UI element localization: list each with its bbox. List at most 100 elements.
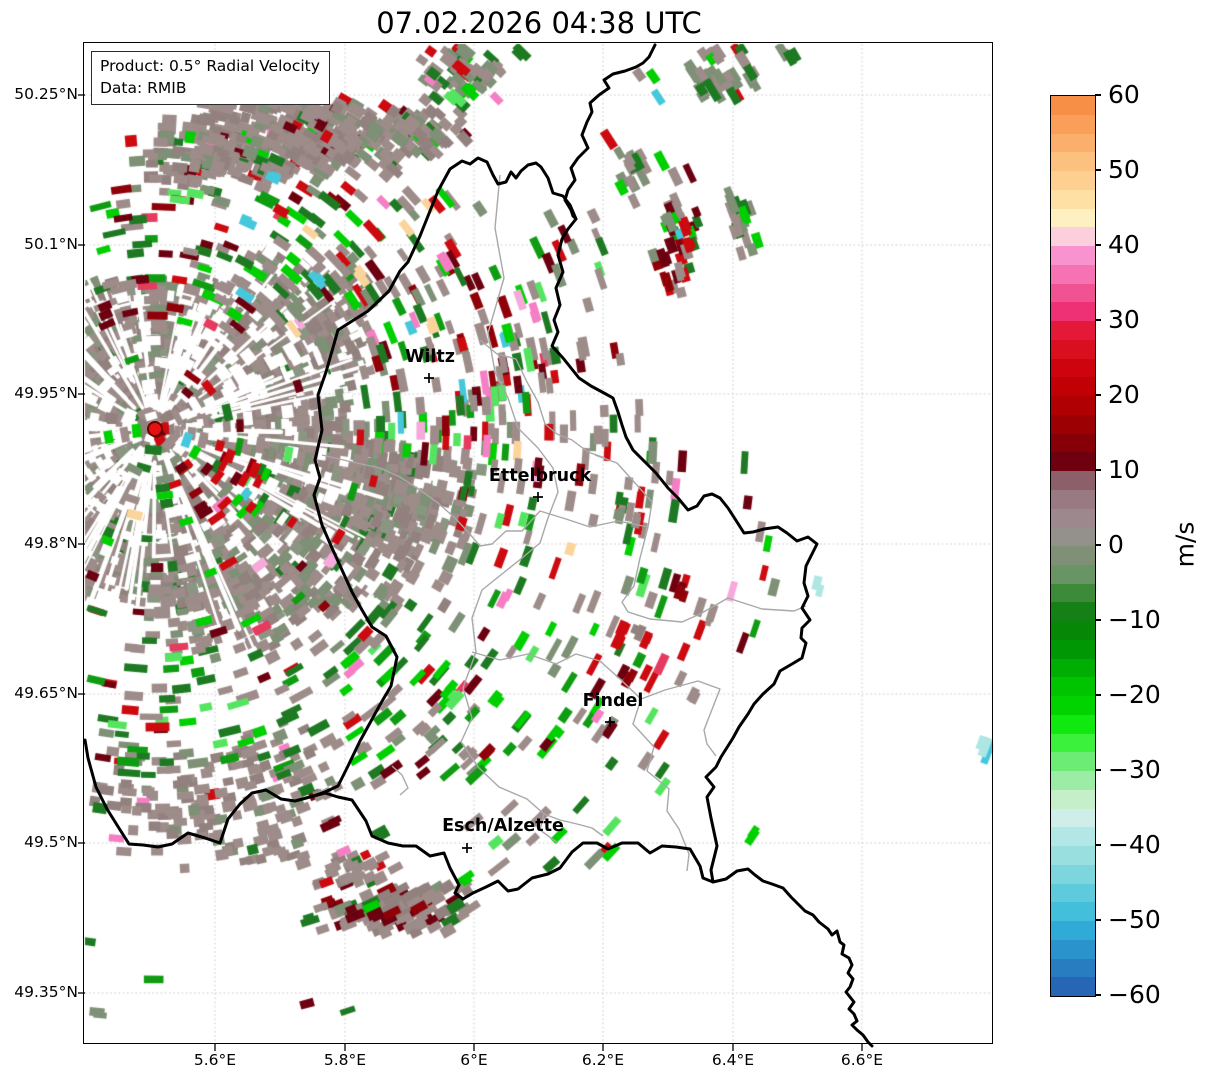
colorbar-band bbox=[1051, 489, 1095, 509]
colorbar-tick-label: −20 bbox=[1108, 680, 1161, 709]
colorbar-band bbox=[1051, 508, 1095, 528]
colorbar-band bbox=[1051, 302, 1095, 321]
colorbar-tick-mark bbox=[1095, 244, 1101, 246]
colorbar-band bbox=[1051, 602, 1095, 621]
colorbar-tick-mark bbox=[1095, 919, 1101, 921]
colorbar-tick-label: −30 bbox=[1108, 755, 1161, 784]
colorbar-band bbox=[1051, 114, 1095, 134]
district-border bbox=[391, 765, 409, 796]
colorbar-band bbox=[1051, 621, 1095, 640]
colorbar-tick-label: 30 bbox=[1108, 305, 1140, 334]
colorbar-band bbox=[1051, 714, 1095, 734]
colorbar-tick-mark bbox=[1095, 469, 1101, 471]
y-axis-tick-label: 49.95°N bbox=[14, 384, 78, 402]
colorbar-band bbox=[1051, 414, 1095, 434]
district-border bbox=[640, 680, 721, 757]
colorbar-tick-label: −40 bbox=[1108, 830, 1161, 859]
colorbar-tick-label: 60 bbox=[1108, 80, 1140, 109]
district-border bbox=[621, 526, 807, 623]
colorbar-tick-label: 40 bbox=[1108, 230, 1140, 259]
colorbar-band bbox=[1051, 133, 1095, 153]
colorbar-band bbox=[1051, 639, 1095, 659]
colorbar-band bbox=[1051, 808, 1095, 828]
colorbar-band bbox=[1051, 696, 1095, 715]
x-axis-tick-label: 6°E bbox=[460, 1051, 488, 1069]
colorbar-band bbox=[1051, 564, 1095, 584]
colorbar-band bbox=[1051, 846, 1095, 865]
city-label: Esch/Alzette bbox=[442, 816, 564, 836]
city-marker bbox=[424, 373, 434, 383]
colorbar-band bbox=[1051, 283, 1095, 303]
colorbar-band bbox=[1051, 264, 1095, 284]
colorbar-band bbox=[1051, 546, 1095, 565]
colorbar-tick-label: 10 bbox=[1108, 455, 1140, 484]
colorbar-tick-label: 20 bbox=[1108, 380, 1140, 409]
city-marker bbox=[605, 717, 615, 727]
city-label: Wiltz bbox=[405, 347, 455, 367]
colorbar-tick-mark bbox=[1095, 694, 1101, 696]
colorbar-tick-label: −60 bbox=[1108, 980, 1161, 1009]
x-axis-tick-label: 6.6°E bbox=[840, 1051, 884, 1069]
y-axis-tick-label: 50.1°N bbox=[24, 235, 78, 253]
x-axis-tick-label: 5.6°E bbox=[193, 1051, 237, 1069]
colorbar-band bbox=[1051, 452, 1095, 471]
data-source-label: Data: RMIB bbox=[100, 79, 187, 97]
colorbar-tick-mark bbox=[1095, 844, 1101, 846]
colorbar-band bbox=[1051, 189, 1095, 209]
colorbar-band bbox=[1051, 658, 1095, 678]
colorbar-tick-mark bbox=[1095, 394, 1101, 396]
city-label: Ettelbruck bbox=[489, 466, 592, 486]
x-axis-tick-label: 6.2°E bbox=[581, 1051, 625, 1069]
colorbar-band bbox=[1051, 827, 1095, 846]
colorbar-band bbox=[1051, 902, 1095, 921]
colorbar-band bbox=[1051, 958, 1095, 978]
colorbar-tick-mark bbox=[1095, 994, 1101, 996]
colorbar-tick-mark bbox=[1095, 319, 1101, 321]
district-border bbox=[594, 454, 653, 528]
colorbar-band bbox=[1051, 527, 1095, 546]
radar-site-marker bbox=[147, 421, 163, 437]
city-marker bbox=[533, 492, 543, 502]
colorbar-band bbox=[1051, 227, 1095, 246]
district-border bbox=[471, 651, 690, 872]
national-border bbox=[83, 738, 312, 849]
colorbar-band bbox=[1051, 208, 1095, 228]
colorbar-band bbox=[1051, 677, 1095, 696]
colorbar-tick-label: −50 bbox=[1108, 905, 1161, 934]
colorbar-band bbox=[1051, 396, 1095, 415]
colorbar-band bbox=[1051, 152, 1095, 171]
colorbar-tick-mark bbox=[1095, 769, 1101, 771]
national-border bbox=[563, 43, 657, 221]
luxembourg-border bbox=[308, 156, 819, 901]
colorbar-tick-mark bbox=[1095, 544, 1101, 546]
colorbar-tick-label: −10 bbox=[1108, 605, 1161, 634]
city-marker bbox=[462, 843, 472, 853]
colorbar-band bbox=[1051, 752, 1095, 771]
district-border bbox=[543, 813, 604, 837]
colorbar-tick-mark bbox=[1095, 169, 1101, 171]
colorbar-band bbox=[1051, 339, 1095, 359]
colorbar-band bbox=[1051, 246, 1095, 265]
colorbar-band bbox=[1051, 471, 1095, 490]
y-axis-tick-label: 49.35°N bbox=[14, 983, 78, 1001]
colorbar-band bbox=[1051, 733, 1095, 753]
x-axis-tick-label: 6.4°E bbox=[711, 1051, 755, 1069]
colorbar bbox=[1050, 95, 1096, 997]
colorbar-band bbox=[1051, 583, 1095, 603]
colorbar-band bbox=[1051, 377, 1095, 396]
colorbar-tick-label: 50 bbox=[1108, 155, 1140, 184]
colorbar-band bbox=[1051, 939, 1095, 959]
product-label: Product: 0.5° Radial Velocity bbox=[100, 57, 320, 75]
colorbar-band bbox=[1051, 883, 1095, 903]
colorbar-band bbox=[1051, 771, 1095, 790]
colorbar-band bbox=[1051, 96, 1095, 115]
colorbar-tick-label: 0 bbox=[1108, 530, 1124, 559]
colorbar-tick-mark bbox=[1095, 619, 1101, 621]
product-info-box: Product: 0.5° Radial Velocity Data: RMIB bbox=[91, 51, 330, 105]
y-axis-tick-label: 50.25°N bbox=[14, 85, 78, 103]
colorbar-band bbox=[1051, 171, 1095, 190]
district-border bbox=[321, 454, 649, 547]
